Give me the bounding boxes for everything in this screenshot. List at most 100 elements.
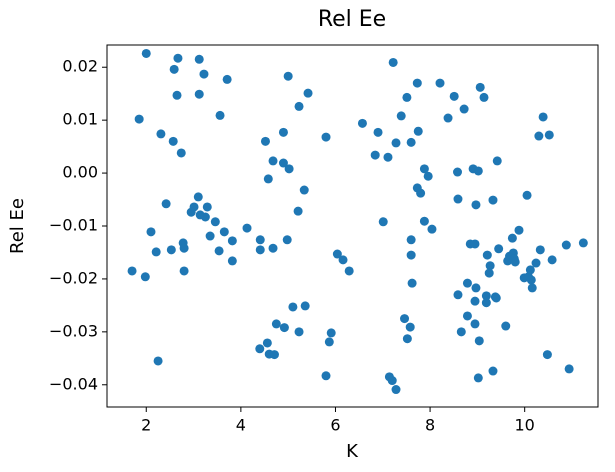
point [153,356,163,366]
point [564,364,574,374]
point [222,74,232,84]
point [453,290,463,300]
point [271,319,281,329]
point [324,337,334,347]
point [527,283,537,293]
point [459,104,469,114]
point [419,216,429,226]
point [474,336,484,346]
point [205,231,215,241]
point [491,293,501,303]
point [321,371,331,381]
point [492,156,502,166]
point [179,266,189,276]
y-tick-label: −0.01 [49,216,98,235]
point [475,82,485,92]
y-tick-label: 0.01 [62,110,98,129]
point [219,227,229,237]
point [462,311,472,321]
point [166,245,176,255]
point [456,327,466,337]
x-tick-label: 2 [141,416,151,435]
point [578,238,588,248]
chart-title: Rel Ee [318,7,386,32]
point [161,199,171,209]
point [406,250,416,260]
point [227,236,237,246]
point [189,202,199,212]
y-tick-label: −0.02 [49,268,98,287]
point [388,57,398,67]
point [391,138,401,148]
point [507,233,517,243]
point [514,225,524,235]
point [227,256,237,266]
point [294,327,304,337]
point [427,224,437,234]
point [263,174,273,184]
point [402,334,412,344]
point [494,244,504,254]
point [176,148,186,158]
point [179,243,189,253]
point [453,194,463,204]
point [134,114,144,124]
point [412,78,422,88]
point [510,257,520,267]
point [400,314,410,324]
point [202,202,212,212]
point [378,217,388,227]
point [485,261,495,271]
point [210,217,220,227]
point [473,373,483,383]
point [255,245,265,255]
point [547,255,557,265]
point [501,321,511,331]
point [396,111,406,121]
point [215,110,225,120]
point [443,113,453,123]
point [370,150,380,160]
point [172,90,182,100]
point [488,366,498,376]
point [435,78,445,88]
point [419,164,429,174]
point [406,235,416,245]
point [146,227,156,237]
point [544,130,554,140]
x-tick-label: 6 [330,416,340,435]
point [288,302,298,312]
point [299,185,309,195]
point [402,92,412,102]
point [481,298,491,308]
point [242,223,252,233]
point [406,137,416,147]
point [535,245,545,255]
point [416,188,426,198]
point [151,247,161,257]
y-tick-label: 0.00 [62,163,98,182]
x-tick-label: 4 [236,416,246,435]
point [214,246,224,256]
point [262,338,272,348]
point [383,152,393,162]
point [484,268,494,278]
point [338,255,348,265]
point [473,166,483,176]
point [200,212,210,222]
point [481,291,491,301]
point [283,71,293,81]
point [534,131,544,141]
point [194,54,204,64]
point [387,376,397,386]
y-tick-label: −0.03 [49,321,98,340]
plot-frame [106,44,599,408]
point [413,126,423,136]
point [282,235,292,245]
point [471,200,481,210]
point [156,129,166,139]
point [470,239,480,249]
point [300,301,310,311]
point [194,89,204,99]
point [268,243,278,253]
